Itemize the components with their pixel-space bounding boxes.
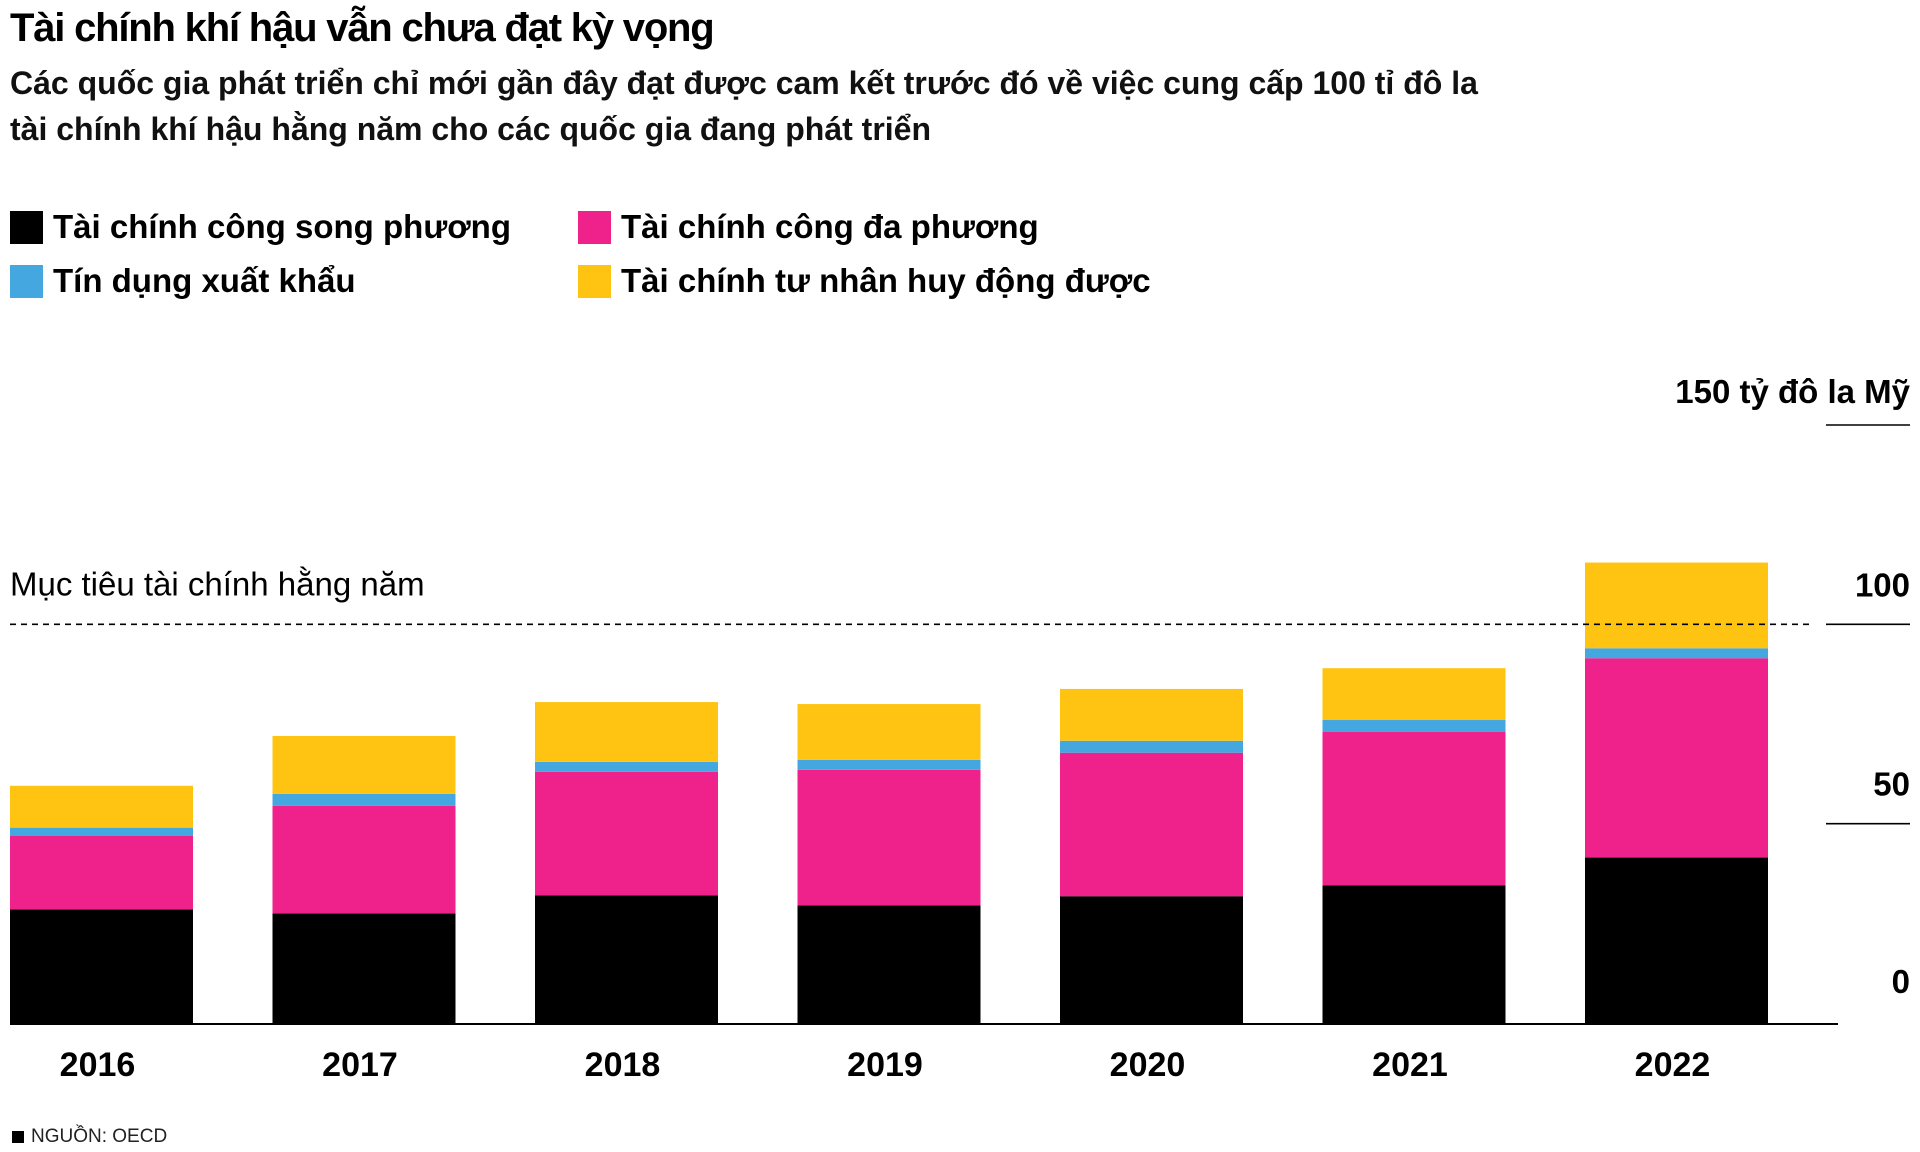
bar-2019-series-1 bbox=[797, 769, 981, 906]
bar-2016-series-2 bbox=[10, 827, 193, 836]
reference-line-group: Mục tiêu tài chính hằng năm bbox=[10, 565, 1812, 626]
bar-2017-series-1 bbox=[272, 805, 456, 914]
bar-2019-series-3 bbox=[797, 704, 981, 760]
legend-swatch-export-credit bbox=[10, 264, 43, 298]
bar-2016-series-1 bbox=[10, 835, 193, 910]
axes: 150 tỷ đô la Mỹ 0 50 100 2016 2017 2018 2019 202… bbox=[10, 373, 1911, 1084]
x-tick-label-2021: 2021 bbox=[1372, 1046, 1448, 1084]
legend-label-multilateral: Tài chính công đa phương bbox=[621, 208, 1039, 245]
bar-2020-series-1 bbox=[1060, 752, 1243, 897]
x-tick-label-2016: 2016 bbox=[60, 1046, 136, 1084]
bar-2022-series-0 bbox=[1585, 857, 1768, 1023]
legend-label-export-credit: Tín dụng xuất khẩu bbox=[53, 262, 356, 299]
bar-2017-series-2 bbox=[272, 793, 456, 806]
bar-2019-series-2 bbox=[797, 759, 981, 770]
reference-line-label: Mục tiêu tài chính hằng năm bbox=[10, 565, 425, 602]
x-tick-label-2019: 2019 bbox=[847, 1046, 923, 1084]
legend-item-multilateral: Tài chính công đa phương bbox=[578, 208, 1039, 246]
y-tick-label-0: 0 bbox=[1892, 963, 1910, 1000]
bar-2021-series-3 bbox=[1322, 668, 1506, 721]
bar-2018-series-1 bbox=[535, 771, 718, 896]
bar-2022-series-3 bbox=[1585, 562, 1768, 649]
legend-item-private: Tài chính tư nhân huy động được bbox=[578, 262, 1151, 300]
legend-label-private: Tài chính tư nhân huy động được bbox=[621, 262, 1151, 299]
x-tick-label-2020: 2020 bbox=[1110, 1046, 1186, 1084]
x-tick-label-2017: 2017 bbox=[322, 1046, 398, 1084]
bar-2021-series-2 bbox=[1322, 720, 1506, 732]
chart-title: Tài chính khí hậu vẫn chưa đạt kỳ vọng bbox=[10, 6, 715, 50]
bar-2018-series-0 bbox=[535, 895, 718, 1023]
legend: Tài chính công song phương Tài chính côn… bbox=[10, 208, 1310, 318]
legend-swatch-bilateral bbox=[10, 210, 43, 244]
bar-2020-series-3 bbox=[1060, 688, 1243, 741]
y-axis-unit-label: 150 tỷ đô la Mỹ bbox=[1675, 373, 1910, 410]
bars bbox=[10, 562, 1768, 1023]
bar-2022-series-2 bbox=[1585, 648, 1768, 659]
source-bullet-icon bbox=[12, 1131, 24, 1143]
x-tick-label-2022: 2022 bbox=[1635, 1046, 1711, 1084]
bar-2021-series-0 bbox=[1322, 885, 1506, 1023]
legend-item-bilateral: Tài chính công song phương bbox=[10, 208, 511, 246]
bar-2019-series-0 bbox=[797, 905, 981, 1023]
legend-label-bilateral: Tài chính công song phương bbox=[53, 208, 511, 245]
bar-2018-series-2 bbox=[535, 761, 718, 772]
chart-subtitle: Các quốc gia phát triển chỉ mới gần đây … bbox=[10, 65, 1478, 147]
gridlines bbox=[1826, 424, 1910, 825]
bar-2022-series-1 bbox=[1585, 658, 1768, 858]
legend-swatch-private bbox=[578, 264, 611, 298]
bar-2017-series-0 bbox=[272, 913, 456, 1023]
source-note: NGUỒN: OECD bbox=[12, 1126, 167, 1148]
x-tick-label-2018: 2018 bbox=[585, 1046, 661, 1084]
bar-2020-series-2 bbox=[1060, 740, 1243, 753]
y-tick-label-100: 100 bbox=[1855, 566, 1910, 603]
bar-2020-series-0 bbox=[1060, 896, 1243, 1023]
bar-2018-series-3 bbox=[535, 702, 718, 762]
y-tick-label-50: 50 bbox=[1873, 766, 1910, 803]
legend-item-export-credit: Tín dụng xuất khẩu bbox=[10, 262, 356, 300]
legend-swatch-multilateral bbox=[578, 210, 611, 244]
bar-2016-series-0 bbox=[10, 909, 193, 1023]
bar-2016-series-3 bbox=[10, 785, 193, 828]
bar-2017-series-3 bbox=[272, 735, 456, 794]
source-text: NGUỒN: OECD bbox=[31, 1126, 168, 1147]
bar-2021-series-1 bbox=[1322, 731, 1506, 886]
